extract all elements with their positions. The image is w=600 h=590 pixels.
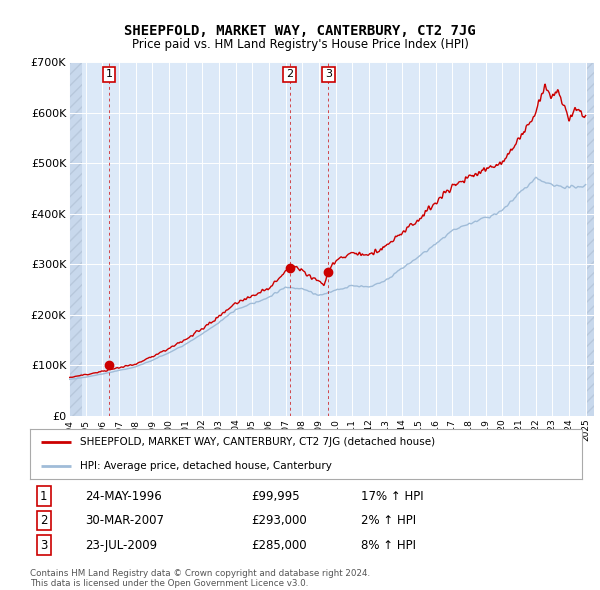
- Text: 1: 1: [40, 490, 47, 503]
- Text: 1: 1: [106, 70, 112, 79]
- Text: 2: 2: [40, 514, 47, 527]
- Text: £293,000: £293,000: [251, 514, 307, 527]
- Text: 2% ↑ HPI: 2% ↑ HPI: [361, 514, 416, 527]
- Text: £99,995: £99,995: [251, 490, 299, 503]
- Text: SHEEPFOLD, MARKET WAY, CANTERBURY, CT2 7JG (detached house): SHEEPFOLD, MARKET WAY, CANTERBURY, CT2 7…: [80, 437, 435, 447]
- Text: Contains HM Land Registry data © Crown copyright and database right 2024.
This d: Contains HM Land Registry data © Crown c…: [30, 569, 370, 588]
- Bar: [586, 62, 594, 416]
- Text: 17% ↑ HPI: 17% ↑ HPI: [361, 490, 424, 503]
- Text: 30-MAR-2007: 30-MAR-2007: [85, 514, 164, 527]
- Text: 8% ↑ HPI: 8% ↑ HPI: [361, 539, 416, 552]
- Text: £285,000: £285,000: [251, 539, 307, 552]
- Text: 2: 2: [286, 70, 293, 79]
- Text: 3: 3: [325, 70, 332, 79]
- Bar: [69, 62, 82, 416]
- Text: SHEEPFOLD, MARKET WAY, CANTERBURY, CT2 7JG: SHEEPFOLD, MARKET WAY, CANTERBURY, CT2 7…: [124, 24, 476, 38]
- Text: 24-MAY-1996: 24-MAY-1996: [85, 490, 162, 503]
- Text: 23-JUL-2009: 23-JUL-2009: [85, 539, 157, 552]
- Text: Price paid vs. HM Land Registry's House Price Index (HPI): Price paid vs. HM Land Registry's House …: [131, 38, 469, 51]
- Text: HPI: Average price, detached house, Canterbury: HPI: Average price, detached house, Cant…: [80, 461, 332, 471]
- Text: 3: 3: [40, 539, 47, 552]
